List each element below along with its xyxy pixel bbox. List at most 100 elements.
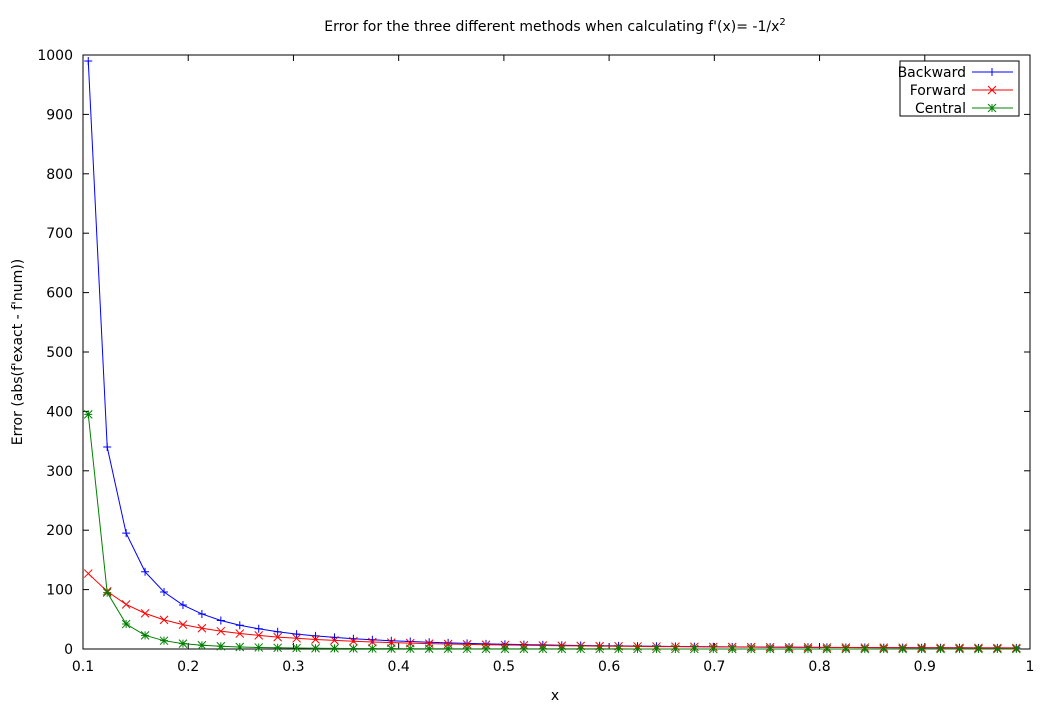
- data-point-central: [860, 644, 870, 654]
- data-point-backward: [141, 567, 150, 576]
- data-point-central: [917, 644, 926, 654]
- x-tick-label: 0.7: [703, 659, 725, 675]
- data-point-backward: [122, 529, 131, 538]
- y-axis-label: Error (abs(f'exact - f'num)): [10, 259, 26, 446]
- data-point-central: [576, 644, 586, 654]
- data-point-central: [993, 644, 1002, 654]
- data-point-central: [614, 644, 623, 654]
- plot-border: [82, 54, 1031, 650]
- chart-title: Error for the three different methods wh…: [324, 17, 785, 35]
- data-point-backward: [160, 587, 169, 596]
- data-point-central: [595, 644, 604, 654]
- data-point-forward: [368, 637, 377, 647]
- x-tick-label: 0.6: [598, 659, 620, 675]
- x-tick-label: 0.9: [914, 659, 936, 675]
- y-tick-label: 600: [46, 286, 73, 302]
- data-point-central: [368, 644, 377, 653]
- y-tick-label: 400: [46, 404, 73, 420]
- data-point-central: [898, 644, 908, 654]
- data-point-central: [784, 644, 794, 654]
- x-tick-label: 0.4: [388, 659, 410, 675]
- data-point-central: [311, 643, 320, 653]
- data-point-central: [481, 644, 491, 654]
- x-tick-label: 0.3: [282, 659, 304, 675]
- data-point-central: [841, 644, 851, 654]
- data-point-central: [462, 644, 472, 654]
- data-point-central: [349, 644, 358, 653]
- data-point-backward: [216, 616, 225, 625]
- data-point-central: [254, 643, 264, 652]
- data-point-central: [424, 644, 434, 654]
- data-point-forward: [121, 600, 131, 609]
- data-point-forward: [254, 630, 264, 640]
- data-point-central: [879, 644, 889, 654]
- legend-box: [899, 60, 1020, 117]
- y-tick-label: 500: [46, 345, 73, 361]
- data-point-central: [102, 588, 112, 597]
- data-point-central: [405, 644, 415, 654]
- data-point-central: [292, 643, 301, 653]
- data-point-central: [386, 644, 396, 654]
- data-point-central: [519, 644, 529, 654]
- data-point-central: [671, 644, 680, 654]
- data-point-backward: [103, 443, 112, 452]
- data-point-backward: [273, 627, 282, 636]
- y-tick-label: 300: [46, 464, 73, 480]
- data-point-backward: [311, 631, 320, 640]
- data-point-forward: [159, 615, 169, 625]
- legend-marker-backward: [988, 68, 996, 76]
- data-point-forward: [140, 609, 150, 618]
- data-point-central: [936, 644, 945, 654]
- data-point-forward: [216, 626, 226, 636]
- data-point-central: [1011, 644, 1021, 654]
- y-tick-label: 700: [46, 226, 73, 242]
- series-layer: [83, 56, 1021, 654]
- chart-title-superscript: 2: [779, 17, 785, 28]
- y-axis: 0 100 200 300 400 500 600 700 800 900 1000: [37, 48, 1030, 658]
- data-point-central: [633, 644, 642, 654]
- data-point-central: [538, 644, 548, 654]
- y-tick-label: 900: [46, 107, 73, 123]
- data-point-forward: [462, 640, 472, 649]
- data-point-central: [330, 644, 339, 653]
- data-point-central: [500, 644, 510, 654]
- data-point-central: [727, 644, 737, 654]
- data-point-backward: [178, 601, 187, 610]
- data-point-central: [159, 636, 169, 646]
- data-point-central: [83, 410, 93, 419]
- data-point-central: [689, 644, 699, 654]
- x-axis: 0.1 0.2 0.3 0.4 0.5 0.6 0.7 0.8 0.9 1: [72, 55, 1034, 675]
- data-point-forward: [292, 633, 301, 643]
- data-point-backward: [406, 637, 415, 646]
- data-point-forward: [235, 629, 245, 638]
- y-tick-label: 100: [46, 583, 73, 599]
- y-tick-label: 0: [64, 642, 73, 658]
- data-point-central: [652, 644, 661, 654]
- legend-marker-forward: [987, 85, 997, 95]
- data-point-central: [746, 644, 756, 654]
- x-tick-label: 0.2: [177, 659, 199, 675]
- series-line-central: [87, 414, 1017, 650]
- data-point-central: [121, 619, 131, 629]
- data-point-central: [765, 644, 775, 654]
- chart-title-main: Error for the three different methods wh…: [324, 19, 779, 35]
- data-point-central: [803, 644, 813, 654]
- legend-label-central: Central: [915, 101, 966, 117]
- x-tick-label: 0.5: [493, 659, 515, 675]
- data-point-central: [557, 644, 567, 654]
- data-point-backward: [84, 56, 93, 65]
- data-point-central: [955, 644, 964, 654]
- data-point-backward: [235, 621, 244, 630]
- data-point-central: [197, 640, 207, 650]
- series-central: [83, 410, 1021, 654]
- y-tick-label: 1000: [37, 48, 73, 64]
- legend-marker-central: [987, 103, 997, 113]
- series-line-forward: [87, 573, 1017, 649]
- data-point-forward: [349, 636, 358, 646]
- data-point-backward: [197, 609, 206, 618]
- data-point-central: [273, 643, 283, 653]
- data-point-backward: [387, 636, 396, 645]
- x-axis-label: x: [551, 688, 559, 704]
- legend-label-backward: Backward: [898, 65, 966, 81]
- data-point-forward: [178, 620, 188, 629]
